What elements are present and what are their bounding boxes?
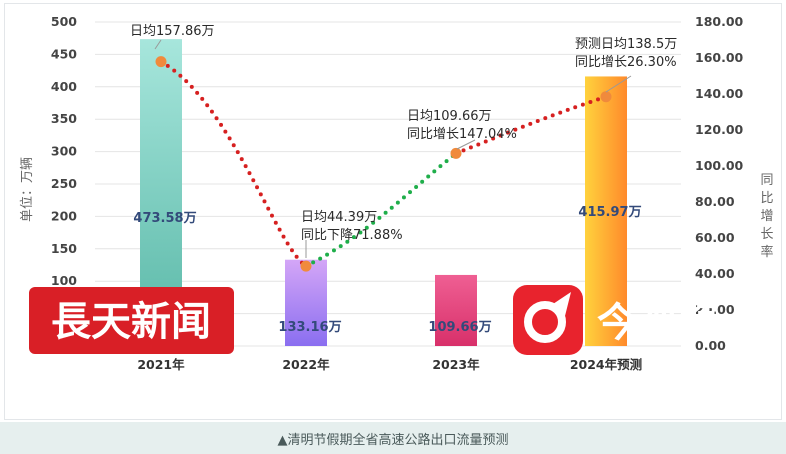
x-tick-label: 2023年 <box>432 357 480 372</box>
y-tick-label: 300 <box>51 144 77 159</box>
y-tick-label: 150 <box>51 241 77 256</box>
annotation-text: 同比增长147.04% <box>407 127 517 142</box>
logo-left-badge <box>29 287 234 354</box>
logo-right-icon-tail <box>553 292 571 316</box>
y2-tick-label: 180.00 <box>695 14 744 29</box>
annotation-leader <box>605 75 632 93</box>
y2-tick-label: 40.00 <box>695 266 735 281</box>
annotation-text: 日均109.66万 <box>407 109 492 124</box>
bar <box>585 76 627 346</box>
annotation-text: 同比下降71.88% <box>301 228 403 243</box>
y2-tick-label: 60.00 <box>695 230 735 245</box>
y2-tick-label: 100.00 <box>695 158 744 173</box>
line-point <box>450 147 462 159</box>
logo-right-icon <box>513 285 583 355</box>
y2-tick-label: 140.00 <box>695 86 744 101</box>
y-tick-label: 450 <box>51 46 77 61</box>
y2-tick-label: 120.00 <box>695 122 744 137</box>
y2-tick-label: 20.00 <box>695 302 735 317</box>
x-tick-label: 2024年预测 <box>570 357 642 372</box>
annotation-text: 预测日均138.5万 <box>575 37 677 52</box>
line-point <box>600 91 612 103</box>
y-tick-label: 200 <box>51 208 77 223</box>
logo-right-text: 今视频 <box>597 300 717 346</box>
bar-value-label: 133.16万 <box>278 320 341 335</box>
y-axis-title: 单位：万辆 <box>20 157 35 222</box>
annotation-text: 日均157.86万 <box>130 24 215 39</box>
line-point <box>300 260 312 272</box>
annotation-leader <box>456 139 476 150</box>
y-tick-label: 500 <box>51 14 77 29</box>
annotation-text: 同比增长26.30% <box>575 55 677 70</box>
chart: 473.58万 2021年 133.16万 2022年 109.66万 2023年 415.… <box>20 14 774 372</box>
y-tick-label: 350 <box>51 111 77 126</box>
bar-value-label: 109.66万 <box>428 320 491 335</box>
series-line-segment <box>454 94 608 156</box>
y2-tick-label: 0.00 <box>695 338 726 353</box>
line-point <box>155 56 167 68</box>
y2-axis-title: 同比增长率 <box>760 173 773 260</box>
logo-right-icon-ring <box>524 301 566 343</box>
bar <box>285 259 327 346</box>
x-tick-label: 2021年 <box>137 357 185 372</box>
bar <box>435 274 477 346</box>
annotation-leader <box>154 39 162 50</box>
annotation-text: 日均44.39万 <box>301 210 377 225</box>
chart-frame: 473.58万 2021年 133.16万 2022年 109.66万 2023年 415.… <box>4 3 782 420</box>
y2-tick-label: 160.00 <box>695 50 744 65</box>
bar-value-label: 473.58万 <box>133 211 196 226</box>
chart-caption: ▲清明节假期全省高速公路出口流量预测 <box>0 422 786 454</box>
y-tick-label: 400 <box>51 79 77 94</box>
y2-tick-label: 80.00 <box>695 194 735 209</box>
logo-left-text: 長天新闻 <box>51 299 211 345</box>
bar-value-label: 415.97万 <box>578 205 641 220</box>
series-line-segment <box>304 151 458 269</box>
y-tick-label: 100 <box>51 273 77 288</box>
y-tick-label: 250 <box>51 176 77 191</box>
x-tick-label: 2022年 <box>282 357 330 372</box>
series-line-segment <box>159 59 308 269</box>
